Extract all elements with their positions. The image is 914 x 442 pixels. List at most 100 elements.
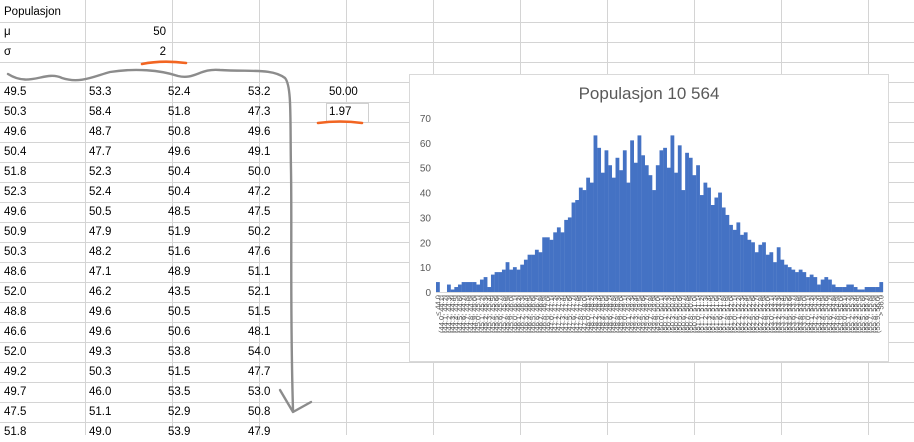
histogram-bar[interactable] [626, 182, 631, 292]
histogram-bar[interactable] [454, 287, 459, 292]
histogram-bar[interactable] [758, 244, 763, 292]
histogram-bar[interactable] [732, 229, 737, 292]
histogram-bar[interactable] [699, 195, 704, 292]
histogram-bar[interactable] [850, 284, 854, 292]
data-cell[interactable]: 50.8 [168, 126, 191, 138]
histogram-bar[interactable] [487, 287, 492, 292]
data-cell[interactable]: 50.4 [168, 166, 191, 178]
histogram-bar[interactable] [520, 264, 525, 292]
sigma-value-cell[interactable]: 2 [159, 46, 166, 58]
histogram-bar[interactable] [820, 279, 825, 292]
data-cell[interactable]: 48.1 [248, 326, 271, 338]
histogram-bar[interactable] [813, 277, 818, 292]
histogram-bar[interactable] [795, 272, 799, 292]
data-cell[interactable]: 53.5 [168, 386, 191, 398]
data-cell[interactable]: 50.9 [4, 226, 27, 238]
data-cell[interactable]: 50.5 [168, 306, 191, 318]
histogram-bar[interactable] [457, 284, 462, 292]
histogram-bar[interactable] [560, 232, 565, 292]
histogram-bar[interactable] [747, 239, 752, 292]
data-cell[interactable]: 53.3 [89, 86, 112, 98]
histogram-bar[interactable] [534, 249, 539, 292]
data-cell[interactable]: 48.2 [89, 246, 112, 258]
histogram-bar[interactable] [743, 232, 748, 292]
data-cell[interactable]: 52.9 [168, 406, 191, 418]
data-cell[interactable]: 49.1 [248, 146, 271, 158]
histogram-bar[interactable] [479, 279, 484, 292]
data-cell[interactable]: 47.2 [248, 186, 271, 198]
data-cell[interactable]: 58.4 [89, 106, 112, 118]
data-cell[interactable]: 49.6 [89, 306, 112, 318]
data-cell[interactable]: 46.0 [89, 386, 112, 398]
histogram-bar[interactable] [798, 269, 803, 292]
histogram-bar[interactable] [556, 227, 561, 292]
histogram-bar[interactable] [861, 289, 865, 292]
histogram-bar[interactable] [655, 165, 660, 292]
histogram-bar[interactable] [842, 287, 847, 292]
histogram-bar[interactable] [864, 287, 869, 292]
histogram-bar[interactable] [736, 222, 741, 292]
histogram-bar[interactable] [846, 284, 851, 292]
data-cell[interactable]: 46.2 [89, 286, 112, 298]
histogram-bar[interactable] [578, 187, 583, 292]
histogram-bar[interactable] [600, 172, 605, 292]
histogram-bar[interactable] [468, 282, 473, 292]
histogram-bar[interactable] [729, 224, 733, 292]
data-cell[interactable]: 51.6 [168, 246, 191, 258]
data-cell[interactable]: 50.4 [4, 146, 27, 158]
histogram-bar[interactable] [472, 282, 477, 292]
data-cell[interactable]: 49.7 [4, 386, 27, 398]
histogram-bar[interactable] [677, 145, 682, 292]
histogram-bar[interactable] [476, 284, 481, 292]
histogram-bar[interactable] [707, 187, 711, 292]
data-cell[interactable]: 47.7 [248, 366, 271, 378]
data-cell[interactable]: 47.9 [89, 226, 112, 238]
histogram-bar[interactable] [791, 269, 796, 292]
histogram-bar[interactable] [527, 254, 532, 292]
histogram-bar[interactable] [483, 277, 488, 292]
histogram-bar[interactable] [853, 287, 858, 292]
data-cell[interactable]: 48.5 [168, 206, 191, 218]
mu-value-cell[interactable]: 50 [153, 26, 166, 38]
histogram-bar[interactable] [765, 254, 770, 292]
data-cell[interactable]: 54.0 [248, 346, 271, 358]
data-cell[interactable]: 47.6 [248, 246, 271, 258]
data-cell[interactable]: 50.4 [168, 186, 191, 198]
data-cell[interactable]: 50.3 [4, 106, 27, 118]
histogram-bar[interactable] [549, 239, 554, 292]
histogram-bar[interactable] [641, 155, 645, 292]
data-cell[interactable]: 43.5 [168, 286, 191, 298]
histogram-bar[interactable] [879, 282, 884, 292]
histogram-bar[interactable] [516, 269, 521, 292]
histogram-bar[interactable] [446, 284, 451, 292]
data-cell[interactable]: 49.6 [4, 206, 27, 218]
histogram-bar[interactable] [784, 264, 788, 292]
histogram-bar[interactable] [666, 167, 671, 292]
data-cell[interactable]: 53.8 [168, 346, 191, 358]
data-cell[interactable]: 51.8 [4, 166, 27, 178]
data-cell[interactable]: 50.6 [168, 326, 191, 338]
histogram-bar[interactable] [611, 177, 616, 292]
data-cell[interactable]: 46.6 [4, 326, 27, 338]
histogram-bar[interactable] [465, 282, 470, 292]
histogram-bar[interactable] [523, 259, 528, 292]
histogram-bar[interactable] [769, 252, 774, 292]
histogram-bar[interactable] [828, 279, 832, 292]
histogram-bar[interactable] [619, 170, 624, 292]
data-cell[interactable]: 50.8 [248, 406, 271, 418]
histogram-bar[interactable] [835, 287, 840, 292]
histogram-bar[interactable] [501, 269, 506, 292]
data-cell[interactable]: 50.5 [89, 206, 112, 218]
histogram-bar[interactable] [461, 282, 466, 292]
histogram-bar[interactable] [597, 147, 602, 292]
histogram-bar[interactable] [725, 214, 730, 292]
histogram-bar[interactable] [622, 150, 627, 292]
histogram-bar[interactable] [564, 219, 569, 292]
data-cell[interactable]: 48.6 [4, 266, 27, 278]
data-cell[interactable]: 51.8 [168, 106, 191, 118]
histogram-bar[interactable] [721, 207, 726, 292]
histogram-bar[interactable] [875, 287, 880, 292]
histogram-bar[interactable] [542, 237, 547, 292]
histogram-bar[interactable] [538, 252, 543, 292]
data-cell[interactable]: 47.5 [4, 406, 27, 418]
